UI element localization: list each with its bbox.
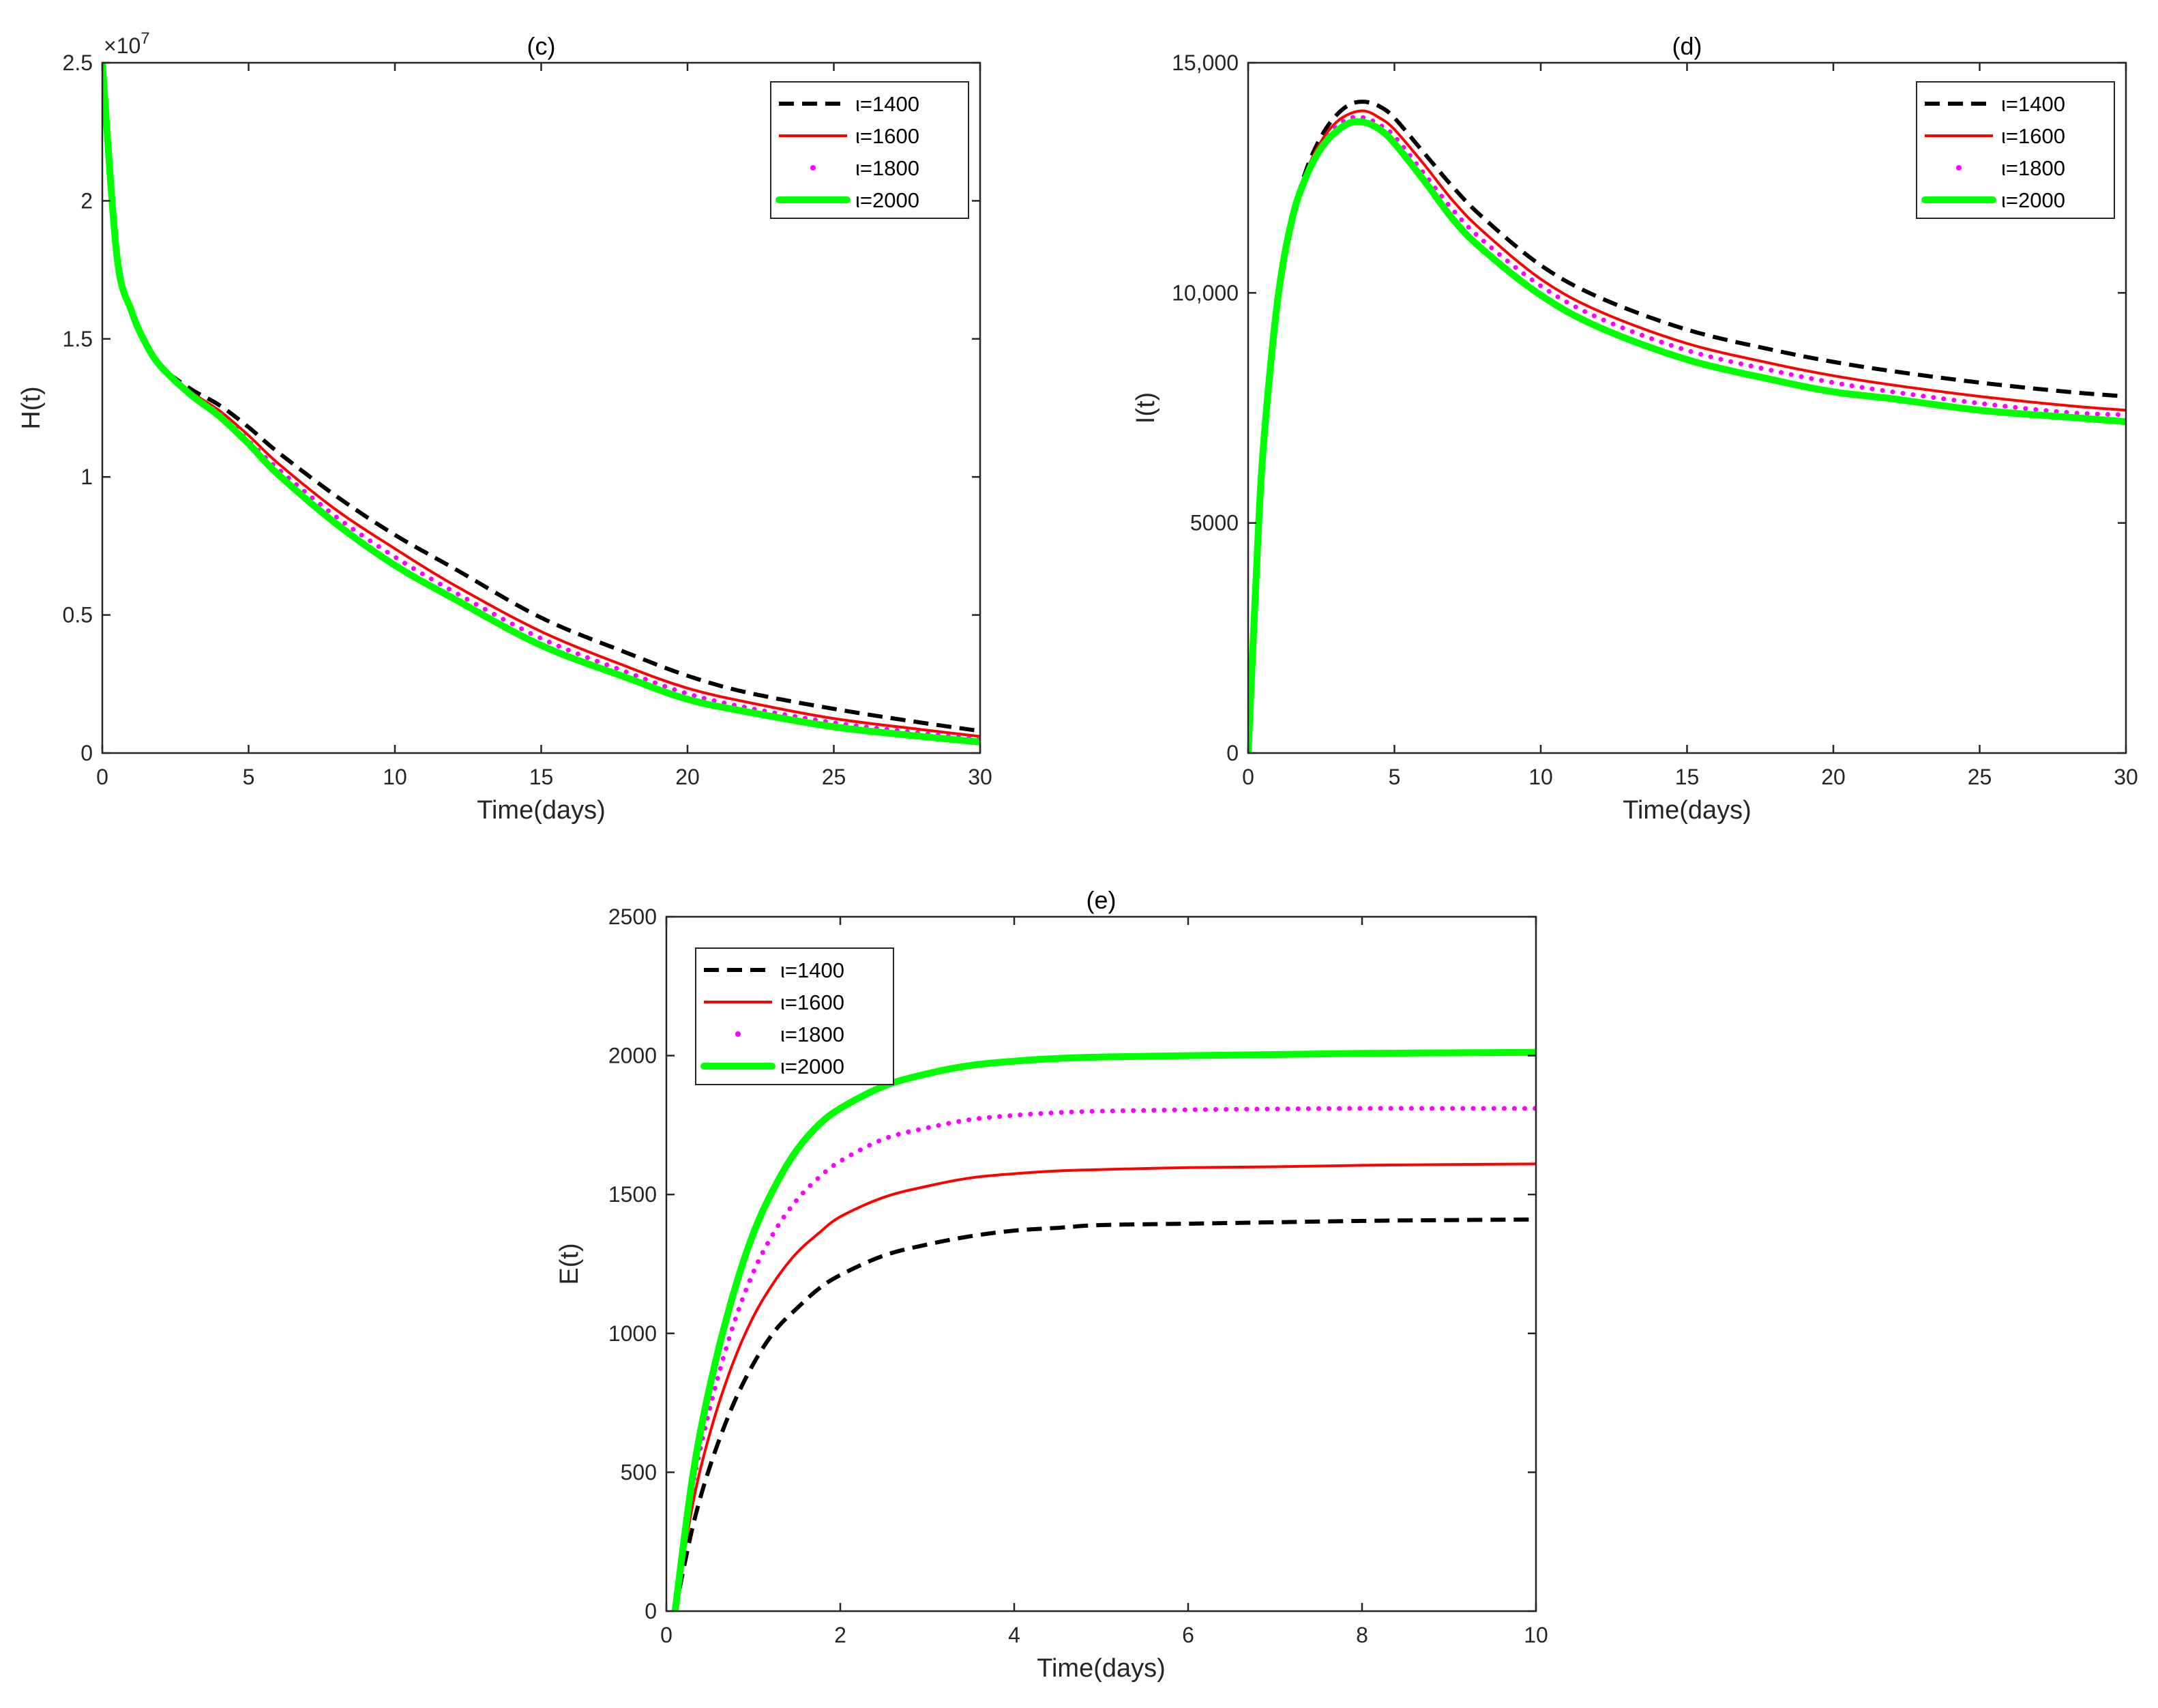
panel-d-legend-label-1: ι=1600: [2001, 124, 2065, 148]
panel-c-x-tick-label: 25: [822, 765, 846, 789]
panel-c-y-tick-label: 2.5: [63, 50, 93, 75]
panel-e-y-tick-label: 1500: [608, 1182, 657, 1207]
panel-e-legend-label-0: ι=1400: [780, 958, 844, 982]
panel-c-x-axis-label: Time(days): [477, 796, 606, 825]
panel-c-series-line-3: [102, 63, 980, 746]
panel-e-y-tick-label: 2500: [608, 904, 657, 929]
panel-e-series-line-2: [672, 1106, 1536, 1611]
panel-c-y-exponent: ×107: [104, 29, 150, 58]
panel-e-title: (e): [1087, 886, 1117, 914]
panel-e-x-tick-label: 8: [1356, 1623, 1368, 1647]
panel-e-legend-label-1: ι=1600: [780, 990, 844, 1014]
panel-d-series-line-3: [1248, 118, 2126, 753]
panel-c-legend: ι=1400 ι=1600 ι=1800 ι=2000: [770, 81, 969, 219]
panel-e-x-tick-label: 2: [834, 1623, 846, 1647]
panel-c-x-tick-label: 15: [529, 765, 554, 789]
panel-e-series-line-1: [673, 1162, 1536, 1611]
panel-d-x-tick-label: 30: [2114, 765, 2138, 789]
panel-c-y-tick-label: 0: [80, 741, 93, 765]
panel-e-y-tick-label: 500: [621, 1460, 657, 1484]
panel-d-legend: ι=1400 ι=1600 ι=1800 ι=2000: [1916, 81, 2115, 219]
panel-d-legend-marker-2: [1956, 165, 1962, 171]
panel-e-y-tick-label: 1000: [608, 1321, 657, 1346]
panel-e-x-axis-label: Time(days): [1037, 1654, 1166, 1683]
panel-d-series-group: [1248, 100, 2126, 753]
panel-e-x-tick-label: 10: [1524, 1623, 1548, 1647]
panel-c-y-axis-label: H(t): [17, 386, 46, 429]
panel-d-x-tick-label: 20: [1821, 765, 1846, 789]
panel-e-x-tick-label: 4: [1008, 1623, 1020, 1647]
panel-d: 0 5 10 15 20 25 30 0 5000 10,000 15,000 (d) Time(d…: [1132, 32, 2138, 825]
panel-d-legend-label-2: ι=1800: [2001, 156, 2065, 180]
panel-d-y-tick-label: 5000: [1190, 511, 1239, 535]
panel-d-x-tick-label: 25: [1968, 765, 1992, 789]
panel-e-x-tick-label: 6: [1182, 1623, 1194, 1647]
panel-e-y-axis-label: E(t): [555, 1243, 584, 1284]
panel-e-axes-box: [665, 915, 1537, 1613]
panel-d-y-axis-label: I(t): [1132, 392, 1160, 424]
panel-c-x-tick-label: 30: [968, 765, 992, 789]
panel-c-y-tick-label: 1.5: [63, 327, 93, 351]
panel-c-x-tick-label: 20: [675, 765, 700, 789]
panel-c-legend-label-1: ι=1600: [855, 124, 919, 148]
panel-e-series-group: [671, 1048, 1536, 1611]
panel-d-legend-label-0: ι=1400: [2001, 92, 2065, 116]
panel-e-legend-label-2: ι=1800: [780, 1022, 844, 1046]
panel-d-y-tick-label: 10,000: [1172, 280, 1239, 305]
panel-c-y-tick-label: 1: [80, 465, 93, 489]
panel-e-series-line-0: [672, 1217, 1536, 1611]
panel-c-y-tick-label: 2: [80, 188, 93, 213]
panel-d-x-tick-label: 5: [1389, 765, 1401, 789]
panel-e-series-line-3: [671, 1048, 1536, 1611]
panel-e-y-tick-label: 0: [645, 1599, 657, 1623]
panel-d-title: (d): [1672, 32, 1702, 60]
panel-e-x-tick-label: 0: [660, 1623, 672, 1647]
panel-c-y-exponent-base: ×10: [104, 33, 141, 58]
panel-c-x-tick-label: 0: [96, 765, 108, 789]
panel-e-y-tick-label: 2000: [608, 1044, 657, 1068]
panel-c-x-tick-label: 5: [243, 765, 255, 789]
panel-c-series-group: [102, 63, 980, 746]
panel-d-x-axis-label: Time(days): [1623, 796, 1751, 825]
panel-e-legend-label-3: ι=2000: [780, 1055, 844, 1078]
panel-d-legend-label-3: ι=2000: [2001, 188, 2065, 212]
panel-c-series-line-0: [102, 63, 980, 733]
panel-c-title: (c): [527, 32, 556, 60]
panel-c-y-tick-label: 0.5: [63, 603, 93, 628]
panel-c-series-line-2: [102, 63, 980, 742]
panel-c-legend-label-0: ι=1400: [855, 92, 919, 116]
panel-c-legend-marker-2: [810, 165, 816, 171]
panel-c-y-exponent-power: 7: [141, 29, 149, 48]
panel-e-legend-marker-2: [735, 1031, 741, 1037]
panel-e-legend: ι=1400 ι=1600 ι=1800 ι=2000: [695, 947, 894, 1085]
panel-c-x-tick-label: 10: [383, 765, 407, 789]
panel-d-x-tick-label: 15: [1675, 765, 1700, 789]
panel-d-y-tick-label: 15,000: [1172, 50, 1239, 75]
panel-d-x-tick-label: 0: [1242, 765, 1254, 789]
panel-c-legend-label-2: ι=1800: [855, 156, 919, 180]
panel-d-y-tick-label: 0: [1226, 741, 1239, 765]
panel-d-x-tick-label: 10: [1528, 765, 1553, 789]
panel-c-legend-label-3: ι=2000: [855, 188, 919, 212]
panel-e: 0 2 4 6 8 10 0 500 1000 1500 2000 2500 (e) Time(day…: [555, 886, 1548, 1683]
